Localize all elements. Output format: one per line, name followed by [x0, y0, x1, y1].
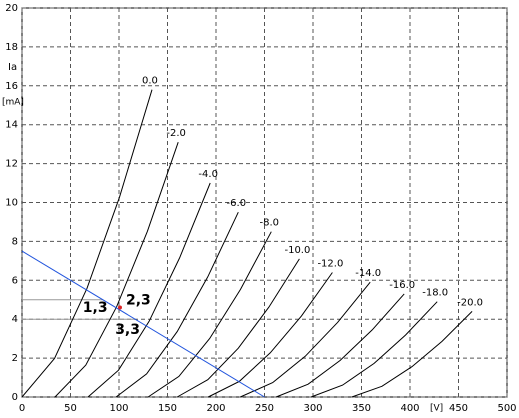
- curve: [176, 258, 300, 398]
- y-tick-label: 12: [5, 159, 18, 170]
- y-tick-label: 2: [12, 353, 18, 364]
- operating-point-label: 2,3: [126, 293, 151, 309]
- curve: [351, 311, 473, 398]
- y-axis-label: Ia: [8, 62, 17, 73]
- curve-label: -2.0: [166, 128, 186, 139]
- y-tick-label: 8: [12, 236, 18, 247]
- curve: [275, 293, 405, 398]
- curve-label: -10.0: [284, 245, 310, 256]
- curve: [87, 182, 211, 398]
- reference-label: 1,3: [83, 300, 108, 316]
- x-tick-label: 50: [64, 403, 77, 414]
- curve-label: -20.0: [457, 297, 483, 308]
- curve-label: -16.0: [389, 280, 415, 291]
- y-tick-label: 10: [5, 198, 18, 209]
- x-tick-label: 0: [19, 403, 25, 414]
- curve: [207, 272, 333, 398]
- x-tick-label: 250: [255, 403, 274, 414]
- y-axis-unit: [mA]: [2, 98, 24, 108]
- curve: [21, 89, 153, 398]
- curve: [240, 281, 371, 398]
- y-tick-label: 16: [5, 81, 18, 92]
- y-tick-label: 20: [5, 3, 18, 14]
- x-tick-label: 150: [158, 403, 177, 414]
- curve: [115, 211, 239, 398]
- y-tick-label: 0: [12, 392, 18, 403]
- x-tick-label: 500: [497, 403, 516, 414]
- curve-label: -18.0: [422, 288, 448, 299]
- curve: [310, 301, 438, 398]
- curve: [147, 231, 272, 398]
- x-tick-label: 350: [352, 403, 371, 414]
- load-line: [21, 250, 265, 398]
- x-tick-label: 400: [400, 403, 419, 414]
- curve: [54, 142, 179, 398]
- curve-label: -6.0: [227, 198, 247, 209]
- y-tick-label: 6: [12, 275, 18, 286]
- curve-label: -12.0: [317, 259, 343, 270]
- curve-label: -14.0: [355, 268, 381, 279]
- x-tick-label: 450: [449, 403, 468, 414]
- x-tick-label: 100: [109, 403, 128, 414]
- x-tick-label: 200: [206, 403, 225, 414]
- curve-label: -4.0: [198, 169, 218, 180]
- curve-label: 0.0: [142, 76, 158, 87]
- x-tick-label: 300: [303, 403, 322, 414]
- reference-label: 3,3: [115, 322, 140, 338]
- curve-label: -8.0: [260, 218, 280, 229]
- y-tick-label: 14: [5, 120, 18, 131]
- x-axis-label: [V]: [430, 404, 443, 414]
- y-tick-label: 4: [12, 314, 18, 325]
- operating-point: [117, 305, 122, 310]
- y-tick-label: 18: [5, 42, 18, 53]
